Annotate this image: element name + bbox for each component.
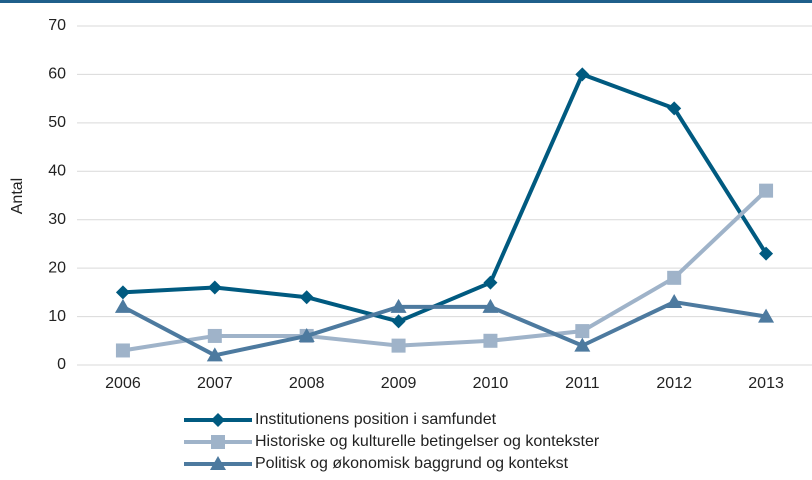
legend-label: Historiske og kulturelle betingelser og …	[255, 433, 600, 450]
x-tick-label: 2013	[748, 375, 784, 392]
x-tick-label: 2012	[656, 375, 692, 392]
data-point	[574, 337, 591, 352]
series-line	[122, 300, 767, 358]
legend-label: Institutionens position i samfundet	[255, 411, 497, 428]
x-tick-label: 2006	[105, 375, 141, 392]
series-line	[122, 189, 768, 353]
legend-marker	[211, 435, 225, 449]
data-point	[390, 298, 407, 313]
x-tick-label: 2007	[197, 375, 233, 392]
y-tick-label: 50	[48, 114, 66, 131]
data-point	[391, 338, 406, 353]
y-tick-label: 60	[48, 66, 66, 83]
data-point	[482, 298, 499, 313]
data-point	[483, 275, 498, 290]
data-point	[206, 347, 223, 362]
data-point	[666, 294, 683, 309]
y-tick-label: 20	[48, 259, 66, 276]
data-point	[115, 343, 130, 358]
data-point	[483, 333, 498, 348]
data-point	[391, 314, 406, 329]
data-point	[575, 324, 590, 339]
x-tick-label: 2010	[473, 375, 509, 392]
legend-label: Politisk og økonomisk baggrund og kontek…	[255, 455, 569, 472]
data-point	[299, 290, 314, 305]
data-point	[759, 183, 774, 198]
legend-marker	[210, 456, 226, 470]
data-point	[759, 246, 774, 261]
data-point	[667, 101, 682, 116]
data-point	[298, 327, 315, 342]
legend-marker	[211, 413, 225, 427]
data-point	[207, 328, 222, 343]
y-tick-label: 70	[48, 17, 66, 34]
y-tick-label: 40	[48, 163, 66, 180]
data-point	[667, 270, 682, 285]
data-point	[575, 67, 590, 82]
series-line	[122, 72, 768, 324]
top-border	[0, 0, 812, 3]
data-point	[758, 308, 775, 323]
x-tick-label: 2009	[381, 375, 417, 392]
y-tick-label: 10	[48, 308, 66, 325]
data-point	[207, 280, 222, 295]
y-tick-label: 0	[57, 356, 66, 373]
y-tick-label: 30	[48, 211, 66, 228]
x-tick-label: 2008	[289, 375, 325, 392]
data-point	[114, 298, 131, 313]
y-axis-label: Antal	[9, 178, 26, 214]
x-tick-label: 2011	[565, 375, 600, 392]
data-point	[115, 285, 130, 300]
